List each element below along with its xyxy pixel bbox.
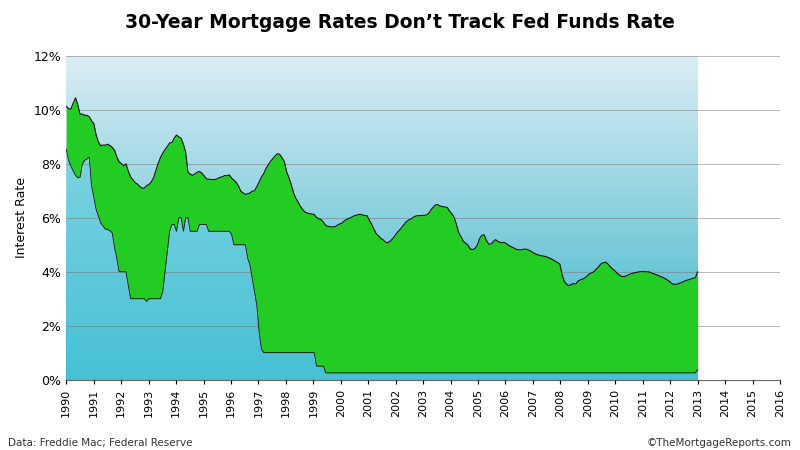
Y-axis label: Interest Rate: Interest Rate	[15, 177, 28, 258]
Text: 30-Year Mortgage Rates Don’t Track Fed Funds Rate: 30-Year Mortgage Rates Don’t Track Fed F…	[125, 14, 675, 32]
Text: ©TheMortgageReports.com: ©TheMortgageReports.com	[647, 438, 792, 448]
Text: Data: Freddie Mac; Federal Reserve: Data: Freddie Mac; Federal Reserve	[8, 438, 193, 448]
